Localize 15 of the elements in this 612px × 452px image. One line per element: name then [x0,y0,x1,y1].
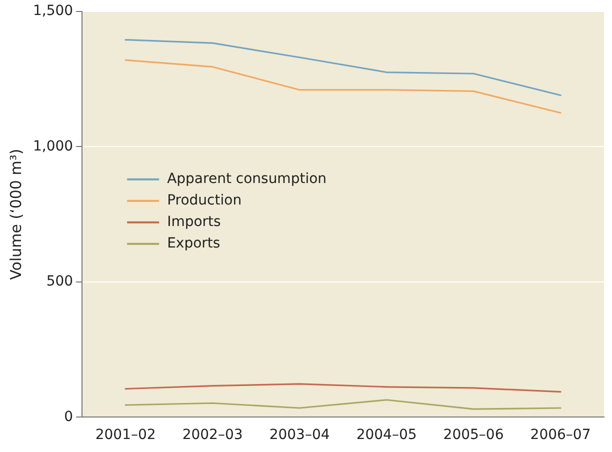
y-tick-label: 1,000 [32,138,74,154]
legend-label: Exports [167,236,220,252]
y-tick-label: 1,500 [32,3,74,20]
x-tick-label: 2004–05 [356,427,417,444]
legend-label: Apparent consumption [167,171,327,188]
legend-label: Imports [167,214,221,230]
y-tick-label: 0 [64,408,74,425]
y-axis-title: Volume (‘000 m³) [6,148,25,280]
x-tick-label: 2002–03 [182,427,243,444]
y-tick-label: 500 [46,274,74,290]
legend-label: Production [167,192,242,209]
x-tick-label: 2003–04 [269,427,330,444]
x-tick-label: 2001–02 [95,427,156,444]
x-tick-label: 2005–06 [443,427,504,444]
x-tick-label: 2006–07 [530,427,591,444]
